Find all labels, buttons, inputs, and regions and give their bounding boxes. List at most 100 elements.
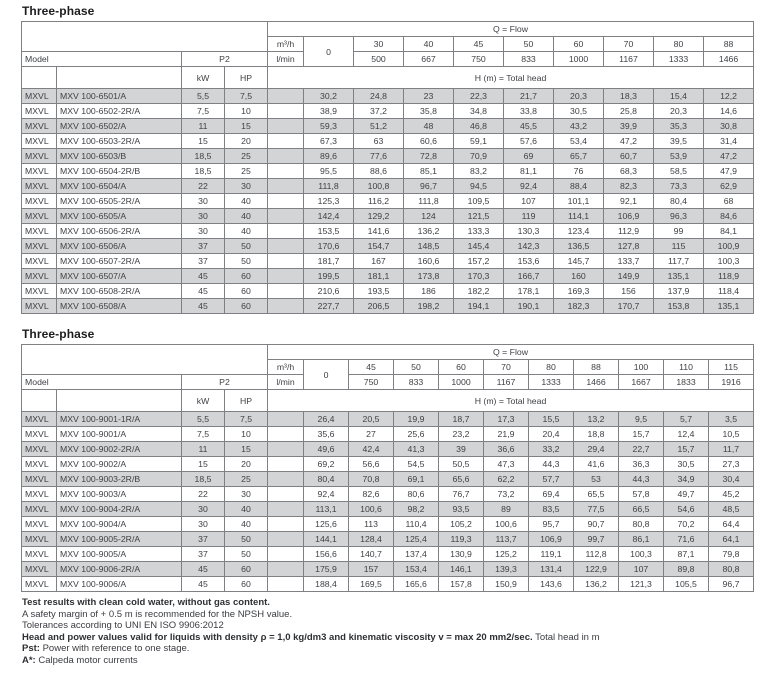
flow-lmin-value: 833: [393, 374, 439, 390]
kw-cell: 5,5: [181, 411, 225, 427]
head-value-cell: 38,9: [303, 103, 354, 119]
head-value-cell: 92,4: [503, 178, 554, 194]
table-row: MXVL MXV 100-6506/A 37 50 170,6 154,7 148,5 145…: [21, 238, 755, 254]
table-row: MXVL MXV 100-6506-2R/A 30 40 153,5 141,6 136,2…: [21, 223, 755, 239]
kw-cell: 30: [181, 208, 225, 224]
hp-cell: 30: [224, 486, 268, 502]
head-value-cell: 165,6: [393, 576, 439, 592]
head-value-cell: 154,7: [353, 238, 404, 254]
unit-blank-cell: [267, 88, 304, 104]
head-value-cell: 73,2: [483, 486, 529, 502]
head-value-cell: 13,2: [573, 411, 619, 427]
series-cell: MXVL: [21, 516, 57, 532]
head-value-cell: 123,4: [553, 223, 604, 239]
head-value-cell: 47,2: [702, 148, 755, 164]
head-value-cell: 72,8: [403, 148, 454, 164]
kw-cell: 18,5: [181, 471, 225, 487]
flow-m3h-value: 88: [702, 36, 755, 52]
head-value-cell: 81,1: [503, 163, 554, 179]
flow-m3h-value: 70: [483, 359, 529, 375]
footnote-text: A safety margin of + 0.5 m is recommende…: [22, 608, 293, 620]
head-value-cell: 169,5: [348, 576, 394, 592]
head-value-cell: 77,6: [353, 148, 404, 164]
series-cell: MXVL: [21, 471, 57, 487]
series-cell: MXVL: [21, 148, 57, 164]
table-row: MXVL MXV 100-6507-2R/A 37 50 181,7 167 160,6 15…: [21, 253, 755, 269]
head-value-cell: 140,7: [348, 546, 394, 562]
head-value-cell: 107: [503, 193, 554, 209]
head-value-cell: 64,4: [707, 516, 755, 532]
head-value-cell: 50,5: [438, 456, 484, 472]
head-value-cell: 153,8: [653, 298, 704, 314]
head-value-cell: 53: [573, 471, 619, 487]
head-value-cell: 66,5: [618, 501, 664, 517]
model-cell: MXV 100-9004-2R/A: [56, 501, 182, 517]
head-value-cell: 80,8: [618, 516, 664, 532]
unit-blank-cell: [267, 163, 304, 179]
model-cell: MXV 100-6508-2R/A: [56, 283, 182, 299]
head-value-cell: 105,5: [663, 576, 709, 592]
series-cell: MXVL: [21, 283, 57, 299]
model-cell: MXV 100-6505/A: [56, 208, 182, 224]
head-value-cell: 188,4: [303, 576, 349, 592]
model-cell: MXV 100-6507/A: [56, 268, 182, 284]
head-value-cell: 125,2: [483, 546, 529, 562]
head-value-cell: 100,6: [483, 516, 529, 532]
head-value-cell: 65,7: [553, 148, 604, 164]
head-value-cell: 62,2: [483, 471, 529, 487]
hp-cell: 40: [224, 516, 268, 532]
head-value-cell: 178,1: [503, 283, 554, 299]
head-value-cell: 130,9: [438, 546, 484, 562]
kw-cell: 45: [181, 268, 225, 284]
footnote-bold-text: A*:: [22, 654, 36, 666]
kw-cell: 45: [181, 298, 225, 314]
head-value-cell: 64,1: [707, 531, 755, 547]
head-value-cell: 131,4: [528, 561, 574, 577]
head-value-cell: 93,5: [438, 501, 484, 517]
head-value-cell: 82,6: [348, 486, 394, 502]
head-value-cell: 124: [403, 208, 454, 224]
model-cell: MXV 100-9002/A: [56, 456, 182, 472]
head-value-cell: 53,4: [553, 133, 604, 149]
model-cell: MXV 100-6504-2R/B: [56, 163, 182, 179]
head-value-cell: 146,1: [438, 561, 484, 577]
unit-blank-cell: [267, 283, 304, 299]
head-value-cell: 182,3: [553, 298, 604, 314]
flow-zero-cell: 0: [303, 359, 349, 390]
flow-m3h-value: 45: [348, 359, 394, 375]
flow-lmin-value: 750: [348, 374, 394, 390]
head-value-cell: 30,8: [702, 118, 755, 134]
head-value-cell: 76: [553, 163, 604, 179]
head-value-cell: 101,1: [553, 193, 604, 209]
head-value-cell: 15,7: [663, 441, 709, 457]
head-value-cell: 156,6: [303, 546, 349, 562]
head-value-cell: 43,2: [553, 118, 604, 134]
unit-m3h-label: m³/h: [267, 36, 304, 52]
head-value-cell: 127,8: [603, 238, 654, 254]
head-value-cell: 109,5: [453, 193, 504, 209]
series-cell: MXVL: [21, 531, 57, 547]
kw-cell: 15: [181, 133, 225, 149]
head-value-cell: 83,2: [453, 163, 504, 179]
head-value-cell: 15,7: [618, 426, 664, 442]
kw-cell: 7,5: [181, 103, 225, 119]
head-value-cell: 47,2: [603, 133, 654, 149]
hp-cell: 40: [224, 193, 268, 209]
unit-blank-cell: [267, 103, 304, 119]
head-value-cell: 49,7: [663, 486, 709, 502]
header-blank-cell: [56, 389, 182, 412]
head-value-cell: 170,3: [453, 268, 504, 284]
head-value-cell: 106,9: [603, 208, 654, 224]
head-value-cell: 169,3: [553, 283, 604, 299]
footnote-text: Calpeda motor currents: [35, 654, 138, 666]
head-value-cell: 125,4: [393, 531, 439, 547]
head-value-cell: 30,2: [303, 88, 354, 104]
head-value-cell: 15,4: [653, 88, 704, 104]
pump-performance-table: Q = Flow m³/h 0 45 50 60 70 80 88 100 110 115 Model P…: [21, 344, 755, 592]
model-cell: MXV 100-9003-2R/B: [56, 471, 182, 487]
head-value-cell: 35,8: [403, 103, 454, 119]
head-value-cell: 45,2: [707, 486, 755, 502]
table-body: MXVL MXV 100-6501/A 5,5 7,5 30,2 24,8 23 22,3 21…: [21, 88, 755, 314]
section-title: Three-phase: [22, 327, 95, 341]
head-value-cell: 90,7: [573, 516, 619, 532]
